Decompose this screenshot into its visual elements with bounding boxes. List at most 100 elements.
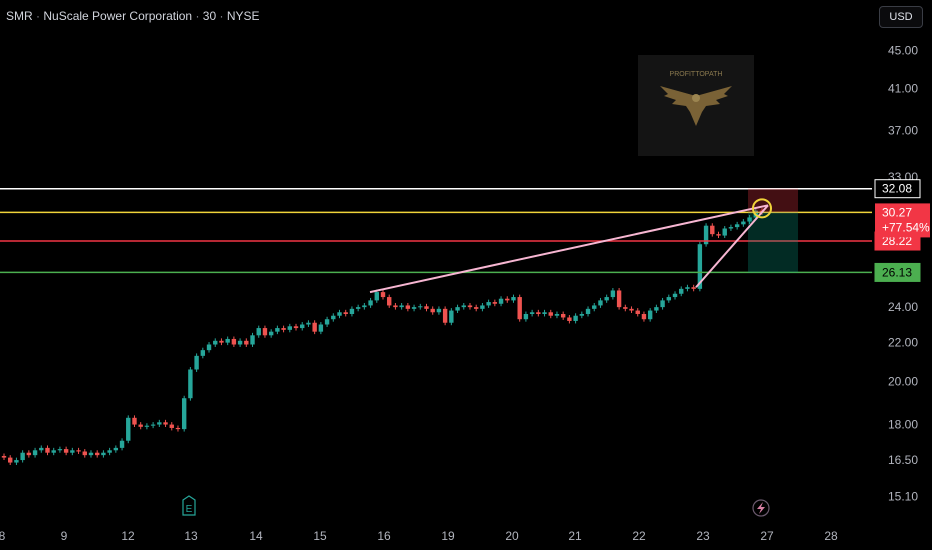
price-tick-label: 41.00 [888,82,918,96]
price-axis-background[interactable] [872,0,932,518]
time-tick-label: 23 [696,529,710,543]
last-price-change: +77.54% [882,220,930,234]
candle-body [82,451,87,456]
candle-body [461,305,466,308]
candle-body [8,457,13,463]
candle-body [119,440,125,448]
candle-body [734,224,740,228]
price-tick-label: 18.00 [888,418,918,432]
price-tag-box [874,179,921,199]
candle-body [306,322,311,325]
candle-body [94,452,100,456]
candle-body [349,308,355,314]
candle-body [629,308,634,311]
candle-body [231,338,237,345]
time-tick-label: 12 [121,529,135,543]
candle-body [710,225,715,235]
candle-body [641,313,647,320]
candle-body [39,447,44,451]
candle-body [498,298,504,304]
candle-body [368,300,373,306]
time-tick-label: 21 [568,529,582,543]
candle-body [138,424,143,427]
candle-body [331,315,336,320]
candle-body [275,328,280,332]
candle-body [113,447,119,451]
candle-body [188,369,193,399]
reward-zone[interactable] [748,212,798,273]
price-tags: 32.08 28.22 26.13 30.27+77.54% [874,179,930,282]
candle-body [604,297,609,301]
candle-body [132,417,137,425]
candle-body [486,302,491,306]
chart-title[interactable]: SMR · NuScale Power Corporation · 30 · N… [6,9,260,23]
candle-body [318,324,324,332]
candle-body [585,308,591,314]
candle-body [343,312,348,314]
time-tick-label: 27 [760,529,774,543]
candle-body [374,292,379,301]
trendline-2 [695,204,769,288]
candle-body [610,290,616,298]
candle-body [548,312,553,316]
exchange-label: NYSE [226,9,260,23]
candle-body [467,305,473,308]
candle-body [287,326,293,330]
trendline-1 [369,204,769,294]
currency-button[interactable]: USD [879,6,923,28]
title-separator: · [195,9,200,23]
candle-body [206,344,212,351]
candle-body [225,338,230,343]
last-price-tag-box [875,203,930,238]
time-axis-background[interactable] [0,518,932,550]
candle-body [685,287,690,289]
candle-body [262,328,268,336]
candle-body [157,422,162,425]
candle-body [703,225,709,245]
time-tick-label: 16 [377,529,391,543]
time-tick-label: 13 [184,529,198,543]
candle-body [380,292,386,298]
candle-body [473,307,479,309]
title-separator: · [219,9,224,23]
interval-label: 30 [202,9,217,23]
candle-body [14,460,19,463]
candle-body [1,455,7,458]
time-tick-label: 28 [824,529,838,543]
candle-body [573,315,578,321]
candle-body [424,306,429,309]
candle-body [405,305,411,309]
time-tick-label: 22 [632,529,646,543]
candle-body [579,313,585,316]
eagle-icon [660,86,732,126]
candle-body [250,335,255,345]
trendlines-layer[interactable] [369,204,769,294]
price-tag-label: 32.08 [882,182,912,196]
candle-body [505,298,510,301]
last-price-label: 30.27 [882,205,912,219]
dividend-marker[interactable] [752,499,770,517]
candle-body [697,244,703,289]
earnings-marker[interactable]: E [182,495,196,516]
candle-body [560,313,566,318]
candle-body [517,297,522,320]
candle-body [529,312,535,314]
candle-body [63,449,69,453]
candle-body [76,450,81,452]
candle-body [169,424,174,428]
candle-body [716,234,721,236]
candle-body [126,417,131,441]
candle-body [598,300,603,306]
candle-body [436,308,442,313]
entry-marker-circle[interactable] [752,198,772,219]
candle-body [256,328,261,336]
candle-body [51,450,56,453]
candle-body [150,424,156,426]
candle-body [554,313,560,316]
candle-body [324,319,330,325]
price-tick-label: 16.50 [888,453,918,467]
candle-body [399,305,404,308]
price-tick-label: 15.10 [888,489,918,503]
